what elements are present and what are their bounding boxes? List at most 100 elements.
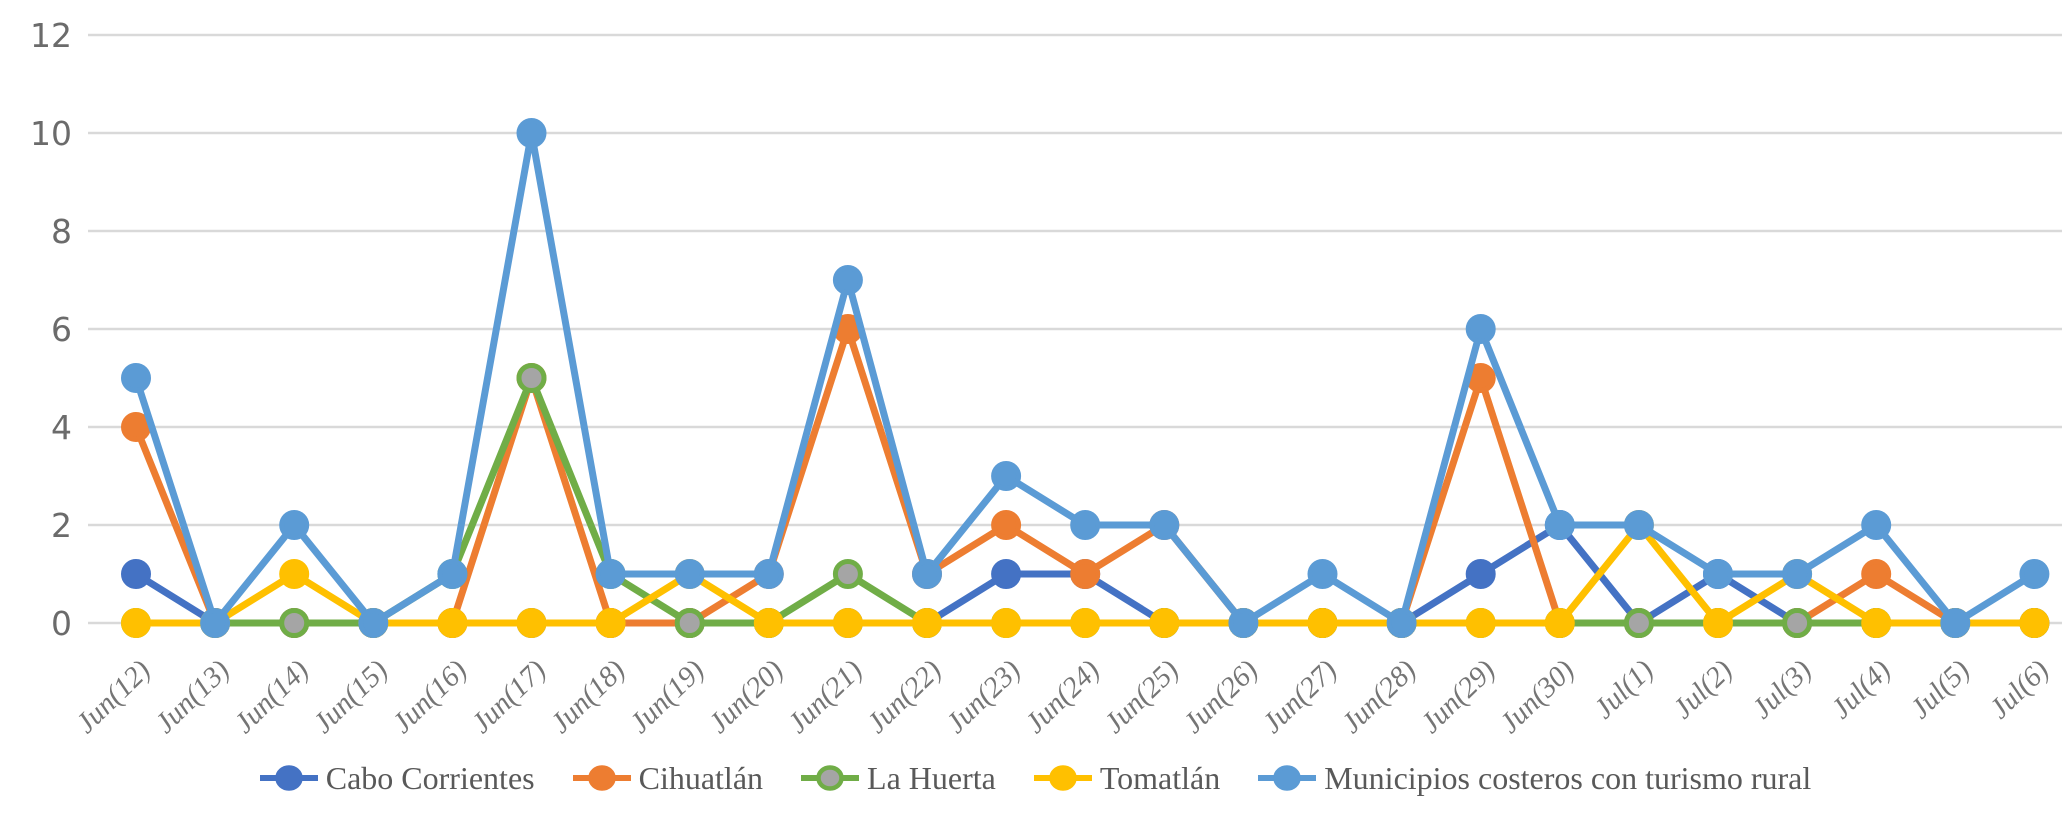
data-point: [1544, 608, 1575, 638]
x-axis: Jun(12)Jun(13)Jun(14)Jun(15)Jun(16)Jun(1…: [70, 654, 2056, 740]
data-point: [753, 559, 784, 589]
data-point: [516, 118, 547, 148]
legend-label: Tomatlán: [1099, 760, 1221, 796]
legend-label: Municipios costeros con turismo rural: [1324, 760, 1812, 796]
data-point: [1623, 608, 1654, 638]
legend-label: Cihuatlán: [638, 760, 764, 796]
x-axis-label: Jun(13): [149, 654, 236, 740]
legend-line-marker-icon: [1258, 765, 1317, 791]
data-point: [753, 608, 784, 638]
data-point: [279, 559, 310, 589]
legend-item-tomatlan: Tomatlán: [1033, 760, 1221, 796]
data-point: [1940, 608, 1971, 638]
x-axis-label: Jun(18): [544, 654, 631, 740]
x-axis-label: Jun(16): [386, 654, 473, 740]
chart-legend: Cabo Corrientes Cihuatlán La Huerta Tomatlá…: [0, 762, 2071, 794]
y-axis-label: 10: [30, 114, 72, 153]
x-axis-label: Jun(23): [940, 654, 1027, 740]
data-point: [1070, 510, 1101, 540]
x-axis-label: Jul(5): [1904, 654, 1976, 725]
legend-line-marker-icon: [1033, 765, 1092, 791]
x-axis-label: Jul(6): [1983, 654, 2055, 725]
y-axis-label: 0: [51, 604, 72, 643]
data-point: [674, 559, 705, 589]
data-point: [121, 559, 151, 589]
data-point: [1228, 608, 1259, 638]
data-point: [121, 412, 151, 442]
data-point: [437, 559, 468, 589]
x-axis-label: Jun(19): [623, 654, 710, 740]
data-point: [437, 608, 468, 638]
y-axis-label: 4: [51, 408, 72, 447]
y-axis: 0 2 4 6 8 10 12: [30, 16, 72, 643]
x-axis-label: Jun(27): [1256, 654, 1343, 740]
data-point: [121, 608, 151, 638]
data-point: [991, 510, 1022, 540]
data-point: [279, 608, 310, 638]
data-point: [832, 608, 863, 638]
data-point: [358, 608, 389, 638]
x-axis-label: Jun(21): [782, 654, 869, 740]
x-axis-label: Jun(12): [70, 654, 157, 740]
series-line-municipios-costeros-con-turismo-rural: [132, 129, 2038, 627]
y-axis-label: 12: [30, 16, 72, 55]
data-point: [516, 363, 547, 393]
data-point: [1703, 608, 1733, 638]
legend-item-la-huerta: La Huerta: [801, 762, 996, 794]
y-axis-label: 6: [51, 310, 72, 349]
series-municipios-costeros-con-turismo-rural: [121, 118, 2050, 638]
x-axis-label: Jun(29): [1414, 654, 1501, 740]
x-axis-label: Jun(26): [1177, 654, 1264, 740]
x-axis-label: Jul(2): [1667, 654, 1739, 725]
gridlines: [88, 33, 2062, 625]
x-axis-label: Jun(20): [703, 654, 790, 740]
y-axis-label: 8: [51, 212, 72, 251]
data-point: [200, 608, 231, 638]
data-point: [1465, 608, 1496, 638]
data-point: [595, 608, 626, 638]
legend-item-cihuatlan: Cihuatlán: [572, 760, 764, 796]
y-axis-label: 2: [51, 506, 72, 545]
data-point: [832, 265, 863, 295]
data-point: [1386, 608, 1417, 638]
data-point: [991, 608, 1022, 638]
data-point: [991, 559, 1022, 589]
legend-label: La Huerta: [867, 760, 996, 796]
data-point: [1623, 510, 1654, 540]
data-point: [1861, 559, 1892, 589]
x-axis-label: Jun(24): [1019, 654, 1106, 740]
data-point: [1307, 608, 1338, 638]
x-axis-label: Jul(3): [1746, 654, 1818, 725]
data-point: [832, 559, 863, 589]
x-axis-label: Jun(30): [1494, 654, 1581, 740]
x-axis-label: Jun(15): [307, 654, 394, 740]
legend-item-cabo-corrientes: Cabo Corrientes: [259, 762, 535, 794]
data-point: [912, 559, 942, 589]
data-point: [516, 608, 547, 638]
data-point: [1861, 608, 1892, 638]
data-point: [595, 559, 626, 589]
x-axis-label: Jul(4): [1825, 654, 1897, 725]
chart-canvas: 024681012Jun(12)Jun(13)Jun(14)Jun(15)Jun…: [30, 16, 2062, 740]
series-cihuatlan: [121, 314, 2050, 638]
data-point: [991, 461, 1022, 491]
data-point: [674, 608, 705, 638]
data-point: [1782, 608, 1813, 638]
data-point: [1149, 608, 1180, 638]
x-axis-label: Jun(22): [861, 654, 948, 740]
data-point: [1782, 559, 1813, 589]
data-point: [1861, 510, 1892, 540]
legend-line-marker-icon: [259, 765, 318, 791]
legend-item-municipios-costeros-con-turismo-rural: Municipios costeros con turismo rural: [1258, 762, 1811, 794]
x-axis-label: Jun(14): [228, 654, 315, 740]
x-axis-label: Jun(17): [465, 654, 552, 740]
legend-line-marker-icon: [572, 765, 631, 791]
data-point: [1307, 559, 1338, 589]
data-point: [1703, 559, 1733, 589]
data-point: [912, 608, 942, 638]
legend-line-marker-icon: [801, 765, 860, 791]
x-axis-label: Jun(25): [1098, 654, 1185, 740]
data-point: [1070, 559, 1101, 589]
data-point: [1465, 559, 1496, 589]
